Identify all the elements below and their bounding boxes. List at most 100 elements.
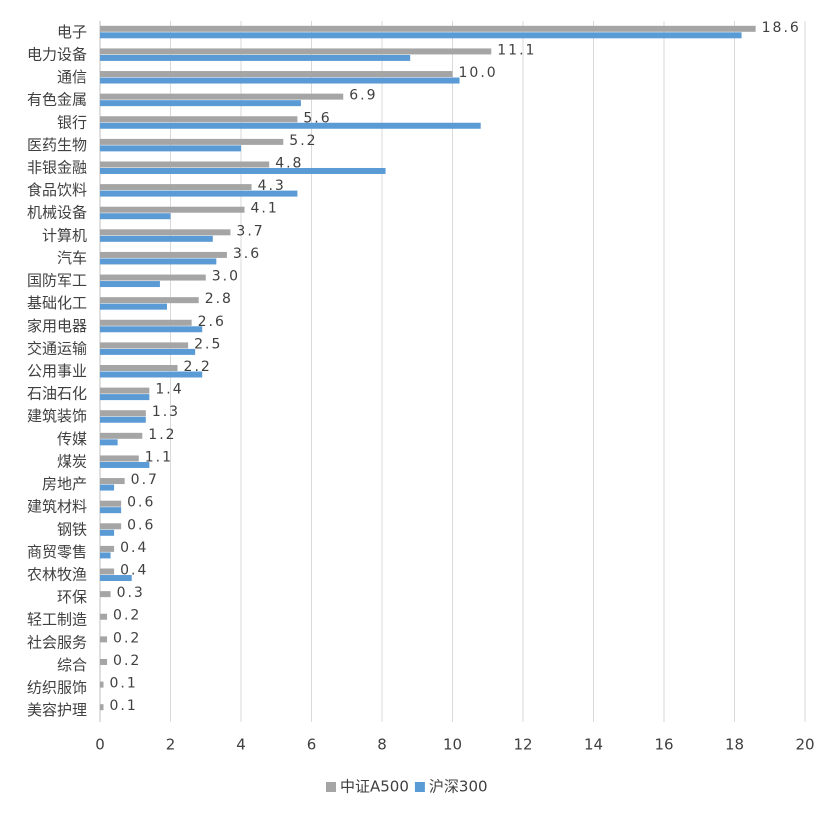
y-tick-label: 电子: [57, 23, 87, 41]
data-label: 4.8: [275, 155, 303, 171]
data-label: 4.3: [258, 178, 286, 194]
bar: [100, 190, 298, 197]
y-tick-label: 石油石化: [27, 385, 87, 403]
bar: [100, 613, 108, 620]
bar: [100, 48, 492, 55]
bar: [100, 161, 270, 168]
legend-label: 中证A500: [340, 778, 409, 796]
bar: [100, 500, 122, 507]
bar: [100, 591, 111, 598]
x-tick-label: 16: [654, 736, 673, 754]
y-tick-label: 医药生物: [27, 136, 87, 154]
y-tick-label: 公用事业: [27, 362, 87, 380]
bar: [100, 319, 192, 326]
bar: [100, 484, 115, 491]
y-tick-label: 传媒: [57, 430, 87, 448]
bar: [100, 455, 139, 462]
y-tick-label: 房地产: [42, 475, 87, 493]
data-label: 5.6: [303, 110, 331, 126]
bar: [100, 229, 231, 236]
bar: [100, 54, 411, 61]
y-tick-label: 计算机: [42, 226, 87, 244]
bar: [100, 93, 344, 100]
bar: [100, 681, 104, 688]
y-tick-label: 非银金融: [27, 158, 87, 176]
bar: [100, 371, 203, 378]
bar: [100, 342, 189, 349]
y-tick-label: 综合: [57, 656, 87, 674]
y-tick-label: 基础化工: [27, 294, 87, 312]
y-tick-label: 银行: [57, 113, 87, 131]
y-tick-label: 通信: [57, 68, 87, 86]
data-label: 2.2: [184, 359, 212, 375]
y-tick-label: 美容护理: [27, 701, 87, 719]
legend-swatch: [414, 782, 425, 792]
bar: [100, 274, 206, 281]
y-tick-label: 煤炭: [57, 452, 87, 470]
bar: [100, 410, 146, 417]
y-tick-label: 国防军工: [27, 272, 87, 290]
bar: [100, 184, 252, 191]
x-tick-label: 2: [166, 736, 176, 754]
bar: [100, 281, 160, 288]
bar: [100, 138, 284, 145]
bar: [100, 167, 386, 174]
bar: [100, 32, 742, 39]
bar: [100, 461, 150, 468]
x-tick-label: 12: [513, 736, 532, 754]
y-tick-label: 机械设备: [27, 204, 87, 222]
y-tick-label: 有色金属: [27, 91, 87, 109]
data-label: 11.1: [497, 42, 536, 58]
bar: [100, 251, 227, 258]
bar: [100, 258, 217, 265]
data-label: 2.8: [205, 291, 233, 307]
x-tick-label: 14: [584, 736, 603, 754]
bar: [100, 552, 111, 559]
y-tick-label: 电力设备: [27, 45, 87, 63]
data-label: 1.2: [148, 427, 176, 443]
bar: [100, 387, 150, 394]
bar: [100, 122, 481, 129]
data-label: 0.7: [131, 472, 159, 488]
data-label: 10.0: [459, 65, 498, 81]
bar: [100, 100, 301, 107]
bar: [100, 478, 125, 485]
bar: [100, 568, 115, 575]
data-label: 2.6: [198, 314, 226, 330]
legend-swatch: [326, 782, 336, 792]
data-label: 1.4: [155, 382, 183, 398]
bar: [100, 77, 460, 84]
data-label: 5.2: [289, 133, 317, 149]
data-label: 0.3: [117, 585, 145, 601]
bar: [100, 25, 756, 32]
data-label: 0.4: [120, 540, 148, 556]
bar: [100, 303, 167, 310]
x-tick-label: 18: [725, 736, 744, 754]
data-label: 1.3: [152, 404, 180, 420]
bar: [100, 145, 241, 152]
y-tick-label: 家用电器: [27, 317, 87, 335]
y-tick-label: 食品饮料: [27, 181, 87, 199]
bar: [100, 432, 143, 439]
bar: [100, 297, 199, 304]
y-tick-label: 纺织服饰: [27, 679, 87, 697]
x-tick-label: 10: [443, 736, 462, 754]
data-label: 0.1: [110, 698, 138, 714]
x-tick-label: 8: [377, 736, 387, 754]
bar: [100, 213, 171, 220]
x-tick-label: 0: [95, 736, 105, 754]
data-label: 0.1: [110, 676, 138, 692]
bar: [100, 394, 150, 401]
y-tick-label: 农林牧渔: [27, 566, 87, 584]
data-label: 1.1: [145, 449, 173, 465]
data-label: 4.1: [251, 201, 279, 217]
y-tick-label: 钢铁: [57, 520, 87, 538]
bar: [100, 71, 453, 78]
y-tick-label: 轻工制造: [27, 611, 87, 629]
bar: [100, 439, 118, 446]
data-label: 0.4: [120, 563, 148, 579]
data-label: 0.2: [113, 608, 141, 624]
data-label: 6.9: [349, 88, 377, 104]
x-tick-label: 6: [307, 736, 317, 754]
